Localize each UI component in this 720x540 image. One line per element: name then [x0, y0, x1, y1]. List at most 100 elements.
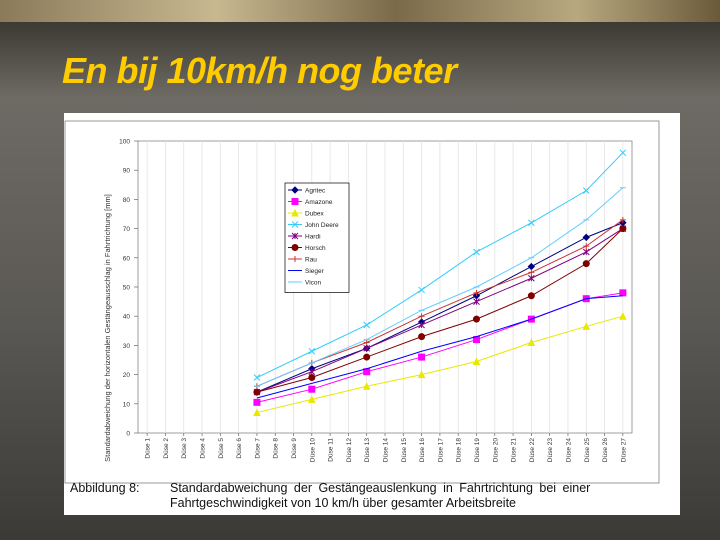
y-tick-label: 90	[123, 168, 131, 175]
x-tick-label: Düse 23	[547, 438, 554, 463]
x-tick-label: Düse 24	[565, 438, 572, 463]
marker	[308, 347, 316, 355]
marker	[253, 374, 261, 381]
marker	[528, 274, 535, 282]
x-tick-label: Düse 1	[145, 438, 152, 459]
y-tick-label: 80	[123, 197, 131, 204]
caption-label: Abbildung 8:	[70, 481, 140, 495]
y-tick-label: 40	[123, 314, 131, 321]
series-line	[256, 152, 624, 378]
x-tick-label: Düse 26	[602, 438, 609, 463]
slide-title: En bij 10km/h nog beter	[62, 50, 457, 91]
legend-label: John Deere	[305, 222, 339, 229]
legend-label: Sieger	[305, 268, 325, 275]
legend-label: Vicon	[305, 279, 322, 286]
marker	[308, 395, 316, 403]
x-tick-label: Düse 3	[181, 438, 188, 459]
legend-label: Rau	[305, 256, 317, 263]
marker	[418, 333, 426, 341]
marker	[473, 298, 480, 305]
x-tick-label: Düse 8	[273, 438, 280, 459]
marker	[362, 382, 371, 390]
legend-label: Agritec	[305, 187, 326, 194]
x-tick-label: Düse 18	[456, 438, 463, 463]
marker	[619, 216, 626, 223]
marker	[253, 398, 261, 406]
marker	[582, 322, 591, 330]
marker	[363, 321, 371, 329]
series-line	[256, 228, 624, 393]
x-tick-label: Düse 9	[291, 438, 298, 459]
y-axis-label: Standardabweichung der horizontalen Gest…	[103, 194, 112, 462]
legend-marker	[291, 186, 299, 194]
x-tick-label: Düse 4	[200, 438, 207, 459]
marker	[253, 408, 261, 417]
marker	[583, 243, 590, 250]
marker	[417, 370, 426, 379]
y-tick-label: 100	[119, 139, 130, 146]
marker	[582, 260, 590, 268]
y-tick-label: 50	[123, 285, 131, 292]
legend-marker	[291, 221, 299, 228]
marker	[308, 385, 316, 393]
y-tick-label: 0	[126, 431, 130, 438]
marker	[619, 289, 627, 297]
marker	[619, 312, 627, 320]
marker	[619, 149, 627, 157]
x-tick-label: Düse 21	[511, 438, 518, 463]
marker	[308, 368, 316, 376]
marker	[528, 219, 535, 227]
marker	[528, 269, 535, 276]
x-tick-label: Düse 16	[419, 438, 426, 463]
x-tick-label: Düse 17	[437, 438, 444, 463]
x-tick-label: Düse 7	[254, 438, 261, 459]
x-tick-label: Düse 14	[383, 438, 390, 463]
legend-marker	[291, 208, 299, 217]
x-tick-label: Düse 22	[529, 438, 536, 463]
y-tick-label: 20	[123, 372, 131, 379]
marker	[253, 388, 261, 396]
legend-marker	[292, 256, 298, 262]
marker	[363, 339, 370, 346]
caption-line: Fahrtgeschwindigkeit von 10 km/h über ge…	[170, 496, 517, 510]
caption-line: Standardabweichung der Gestängeauslenkun…	[170, 481, 591, 495]
x-tick-label: Düse 2	[163, 438, 170, 459]
x-tick-label: Düse 10	[309, 438, 316, 463]
marker	[308, 374, 316, 382]
x-tick-label: Düse 11	[328, 438, 335, 462]
marker	[527, 292, 535, 300]
series-line	[256, 295, 623, 399]
y-tick-label: 30	[123, 343, 131, 350]
chart-panel: Standardabweichung der horizontalen Gest…	[64, 113, 680, 515]
legend-label: Dubex	[305, 210, 325, 217]
marker	[527, 338, 536, 346]
marker	[527, 262, 536, 271]
marker	[619, 225, 627, 233]
x-tick-label: Düse 20	[492, 438, 499, 463]
marker	[418, 286, 425, 294]
marker	[418, 313, 425, 320]
chart: Standardabweichung der horizontalen Gest…	[64, 120, 660, 484]
marker	[473, 289, 480, 296]
x-tick-label: Düse 5	[218, 438, 225, 459]
legend-label: Amazone	[305, 199, 333, 206]
series-line	[256, 315, 623, 414]
chart-frame	[64, 120, 660, 484]
legend-marker	[291, 198, 299, 205]
x-tick-label: Düse 6	[236, 438, 243, 459]
marker	[363, 344, 371, 352]
marker	[582, 233, 590, 242]
marker	[418, 353, 426, 361]
series-line	[256, 228, 624, 393]
series-line	[256, 187, 624, 387]
decor-strip	[0, 0, 720, 22]
x-tick-label: Düse 27	[620, 438, 627, 463]
marker	[418, 321, 425, 329]
legend-label: Horsch	[305, 245, 326, 252]
marker	[363, 353, 371, 361]
legend-marker	[291, 244, 299, 251]
x-tick-label: Düse 13	[364, 438, 371, 463]
x-tick-label: Düse 12	[346, 438, 353, 463]
marker	[472, 357, 481, 365]
